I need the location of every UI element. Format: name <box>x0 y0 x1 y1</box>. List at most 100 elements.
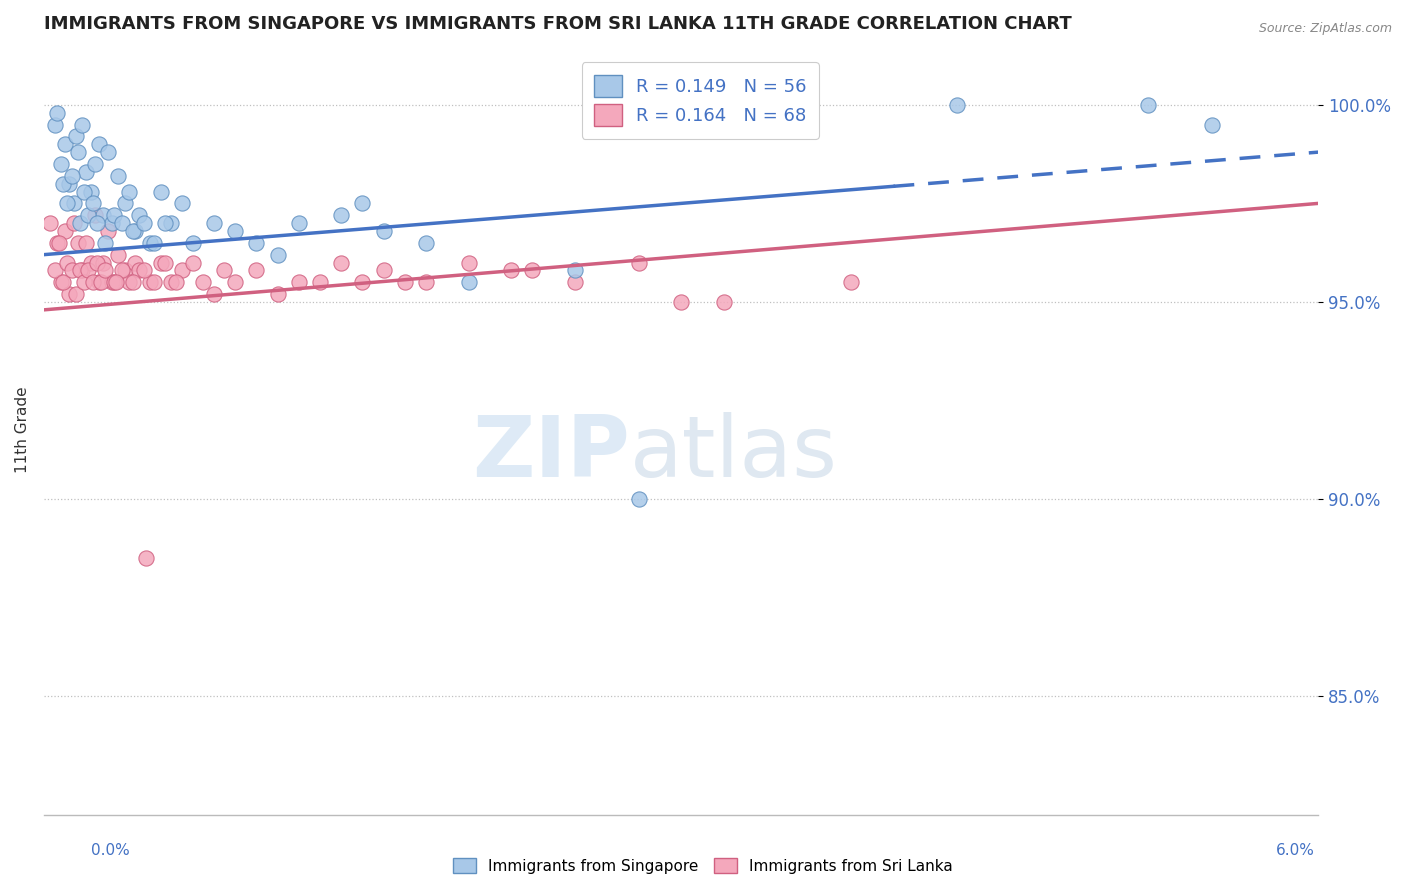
Point <box>352 275 374 289</box>
Point <box>373 263 395 277</box>
Point <box>66 235 89 250</box>
Point <box>77 208 100 222</box>
Point <box>101 216 124 230</box>
Point <box>627 255 650 269</box>
Point <box>87 137 110 152</box>
Point <box>60 263 83 277</box>
Point <box>564 275 586 289</box>
Point <box>79 255 101 269</box>
Point <box>224 275 246 289</box>
Point <box>143 235 166 250</box>
Point <box>103 275 125 289</box>
Point <box>122 224 145 238</box>
Point <box>135 551 157 566</box>
Point <box>44 263 66 277</box>
Point <box>170 196 193 211</box>
Point <box>107 247 129 261</box>
Point <box>457 275 479 289</box>
Point <box>415 275 437 289</box>
Point <box>111 263 134 277</box>
Point <box>62 196 84 211</box>
Point <box>287 216 309 230</box>
Point <box>160 275 183 289</box>
Point <box>214 263 236 277</box>
Point <box>330 255 353 269</box>
Point <box>457 255 479 269</box>
Point <box>124 224 146 238</box>
Point <box>86 255 108 269</box>
Point <box>70 263 93 277</box>
Point <box>105 275 128 289</box>
Point <box>75 165 97 179</box>
Point <box>309 275 332 289</box>
Point <box>287 275 309 289</box>
Point <box>564 263 586 277</box>
Point <box>946 98 969 112</box>
Point <box>77 263 100 277</box>
Point <box>65 287 87 301</box>
Point <box>94 235 117 250</box>
Point <box>202 287 225 301</box>
Point <box>53 137 76 152</box>
Text: atlas: atlas <box>630 412 838 495</box>
Point <box>56 196 79 211</box>
Point <box>170 263 193 277</box>
Point <box>49 275 72 289</box>
Point <box>139 235 162 250</box>
Point <box>58 177 80 191</box>
Point <box>128 263 150 277</box>
Point <box>70 118 93 132</box>
Point <box>86 216 108 230</box>
Y-axis label: 11th Grade: 11th Grade <box>15 387 30 474</box>
Point <box>94 263 117 277</box>
Point <box>107 169 129 183</box>
Point <box>266 287 288 301</box>
Point <box>83 208 105 222</box>
Point <box>45 235 67 250</box>
Point <box>149 255 172 269</box>
Point <box>245 263 267 277</box>
Point <box>97 145 120 160</box>
Point <box>114 263 136 277</box>
Text: Source: ZipAtlas.com: Source: ZipAtlas.com <box>1258 22 1392 36</box>
Point <box>60 169 83 183</box>
Point <box>132 263 155 277</box>
Point <box>73 185 96 199</box>
Point <box>373 224 395 238</box>
Point <box>52 177 75 191</box>
Point <box>122 275 145 289</box>
Point <box>97 224 120 238</box>
Point <box>224 224 246 238</box>
Point <box>66 145 89 160</box>
Point <box>124 255 146 269</box>
Point <box>83 157 105 171</box>
Point <box>1201 118 1223 132</box>
Point <box>153 216 176 230</box>
Point <box>522 263 544 277</box>
Point <box>82 275 104 289</box>
Point <box>111 216 134 230</box>
Point <box>415 235 437 250</box>
Point <box>352 196 374 211</box>
Point <box>118 275 141 289</box>
Point <box>181 235 204 250</box>
Point <box>90 275 112 289</box>
Point <box>82 196 104 211</box>
Point <box>73 275 96 289</box>
Point <box>165 275 187 289</box>
Point <box>48 235 70 250</box>
Point <box>143 275 166 289</box>
Point <box>101 275 124 289</box>
Point <box>330 208 353 222</box>
Point <box>181 255 204 269</box>
Point <box>62 216 84 230</box>
Point <box>1137 98 1160 112</box>
Point <box>118 185 141 199</box>
Point <box>65 129 87 144</box>
Point <box>93 208 115 222</box>
Text: ZIP: ZIP <box>472 412 630 495</box>
Text: IMMIGRANTS FROM SINGAPORE VS IMMIGRANTS FROM SRI LANKA 11TH GRADE CORRELATION CH: IMMIGRANTS FROM SINGAPORE VS IMMIGRANTS … <box>44 15 1071 33</box>
Point <box>39 216 62 230</box>
Point <box>669 295 692 310</box>
Point <box>44 118 66 132</box>
